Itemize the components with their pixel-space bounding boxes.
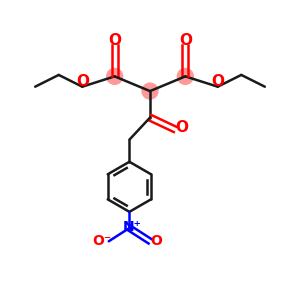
- Text: O: O: [175, 120, 188, 135]
- Text: O: O: [151, 234, 162, 248]
- Text: O: O: [76, 74, 89, 89]
- Circle shape: [177, 68, 193, 84]
- Circle shape: [142, 83, 158, 99]
- Text: O⁻: O⁻: [93, 234, 112, 248]
- Text: O: O: [179, 33, 192, 48]
- Text: N⁺: N⁺: [123, 220, 142, 234]
- Text: O: O: [211, 74, 224, 89]
- Circle shape: [107, 68, 123, 84]
- Text: O: O: [108, 33, 121, 48]
